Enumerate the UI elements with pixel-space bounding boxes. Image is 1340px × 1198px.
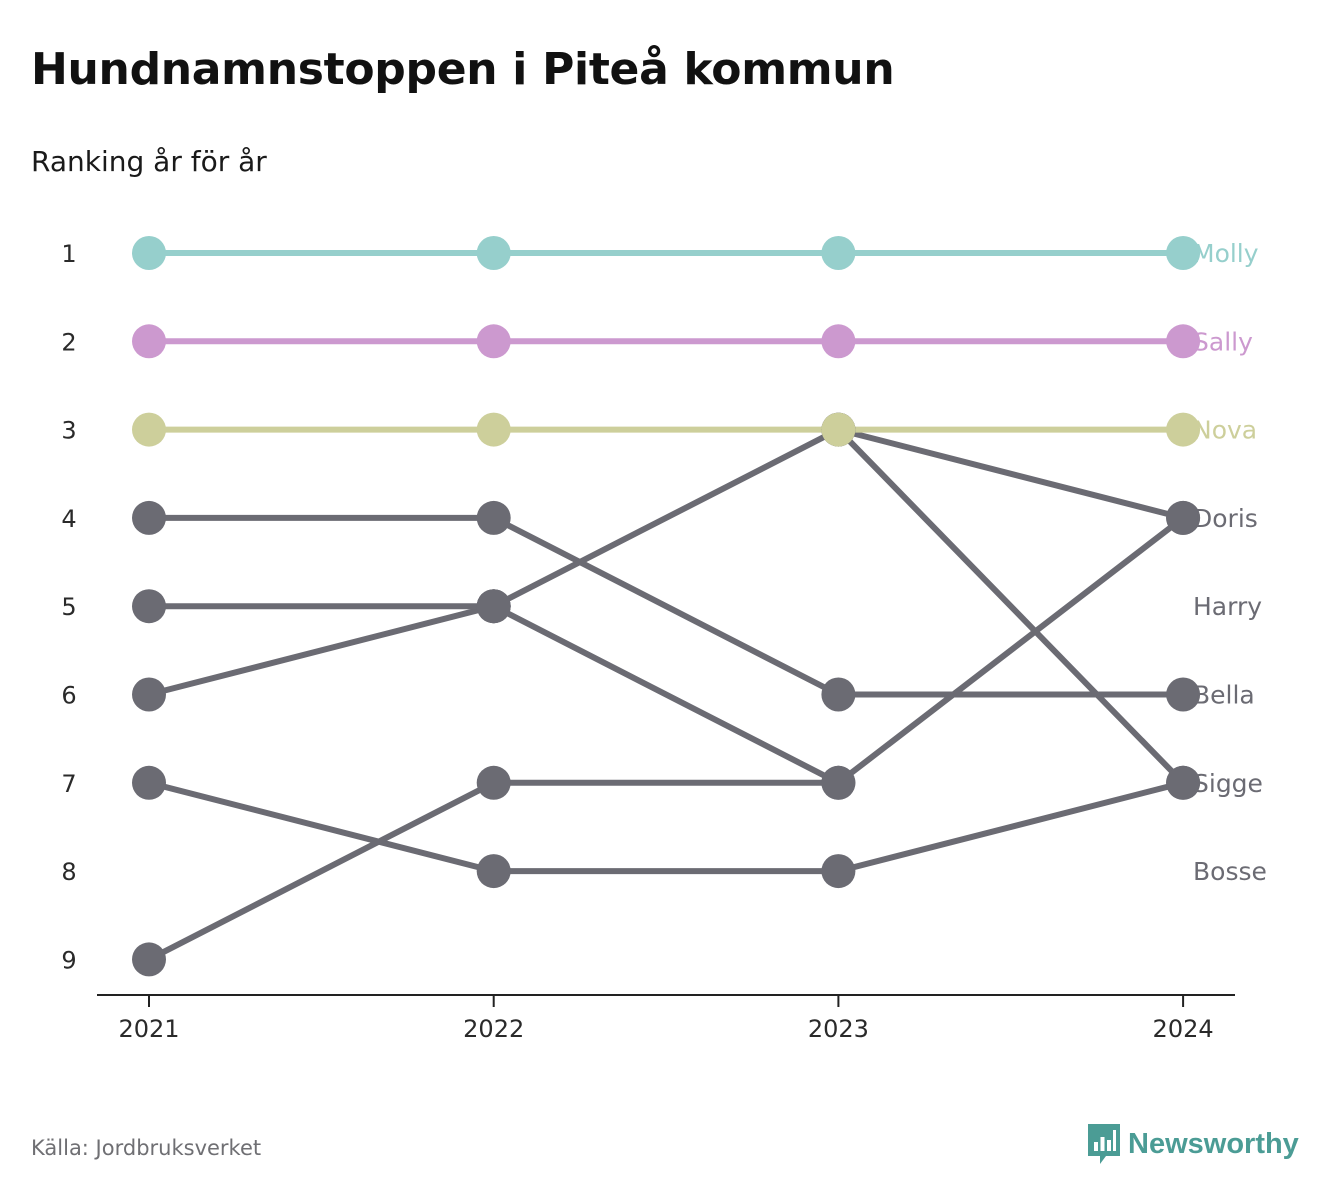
point-doris-3-2021 [132, 677, 166, 712]
series-line-bella-5 [146, 514, 1187, 698]
series-line-unnamed-9 [835, 426, 1187, 521]
y-tick-label-2: 2 [61, 328, 76, 356]
series-points [132, 236, 1201, 977]
end-label-harry: Harry [1193, 592, 1262, 621]
y-tick-label-6: 6 [61, 682, 76, 710]
point-unnamed-9-2024 [1166, 500, 1201, 535]
end-label-doris: Doris [1193, 504, 1258, 533]
point-sally-1-2024 [1166, 324, 1201, 359]
y-tick-label-5: 5 [61, 593, 76, 621]
end-label-bosse: Bosse [1193, 857, 1267, 886]
chart-title: Hundnamnstoppen i Piteå kommun [31, 44, 895, 95]
brand-logo[interactable]: Newsworthy [1086, 1122, 1299, 1166]
point-bella-5-2024 [1166, 677, 1201, 712]
point-molly-0-2023 [821, 236, 856, 270]
y-axis-tick-labels: 1 2 3 4 5 6 7 8 9 [61, 240, 76, 974]
y-tick-label-1: 1 [61, 240, 76, 268]
point-bella-5-2023 [821, 677, 856, 712]
point-unnamed-8-2021 [132, 942, 166, 977]
point-bosse-7-2023 [821, 854, 856, 889]
end-label-sally: Sally [1193, 327, 1253, 356]
point-sally-1-2021 [132, 324, 166, 359]
series-line-sigge-6 [490, 426, 1187, 786]
y-tick-label-4: 4 [61, 505, 76, 533]
end-label-sigge: Sigge [1193, 769, 1263, 798]
point-molly-0-2021 [132, 236, 166, 270]
point-bosse-7-2024 [1166, 765, 1201, 800]
point-sigge-6-2022 [476, 589, 511, 624]
y-tick-label-3: 3 [61, 417, 76, 445]
series-line-bosse-7 [146, 779, 1187, 875]
chart-subtitle: Ranking år för år [31, 145, 267, 178]
newsworthy-logo-icon [1088, 1124, 1120, 1164]
end-label-nova: Nova [1193, 416, 1257, 445]
series-line-doris-3 [146, 514, 1187, 786]
point-nova-2-2022 [476, 412, 511, 447]
point-molly-0-2022 [476, 236, 511, 270]
point-sally-1-2023 [821, 324, 856, 359]
point-molly-0-2024 [1166, 236, 1201, 270]
end-label-molly: Molly [1193, 239, 1259, 268]
x-tick-label-2024: 2024 [1153, 1015, 1214, 1043]
point-bosse-7-2022 [476, 854, 511, 889]
point-nova-2-2024 [1166, 412, 1201, 447]
point-bosse-7-2021 [132, 765, 166, 800]
x-tick-label-2023: 2023 [808, 1015, 869, 1043]
point-harry-4-2021 [132, 589, 166, 624]
x-tick-label-2021: 2021 [118, 1015, 179, 1043]
y-tick-label-9: 9 [61, 946, 76, 974]
brand-name: Newsworthy [1128, 1127, 1299, 1160]
point-unnamed-8-2023 [821, 765, 856, 800]
point-nova-2-2021 [132, 412, 166, 447]
point-unnamed-8-2022 [476, 765, 511, 800]
point-bella-5-2021 [132, 500, 166, 535]
x-tick-label-2022: 2022 [463, 1015, 524, 1043]
point-bella-5-2022 [476, 500, 511, 535]
end-label-bella: Bella [1193, 681, 1255, 710]
point-sally-1-2022 [476, 324, 511, 359]
y-tick-label-8: 8 [61, 858, 76, 886]
y-tick-label-7: 7 [61, 770, 76, 798]
series-lines [146, 250, 1187, 963]
end-labels: Molly Sally Nova Doris Harry Bella Sigge Bosse [1193, 239, 1267, 886]
source-note: Källa: Jordbruksverket [31, 1136, 262, 1160]
x-axis: 2021 2022 2023 2024 [97, 994, 1235, 1043]
point-nova-2-2023 [821, 412, 856, 447]
